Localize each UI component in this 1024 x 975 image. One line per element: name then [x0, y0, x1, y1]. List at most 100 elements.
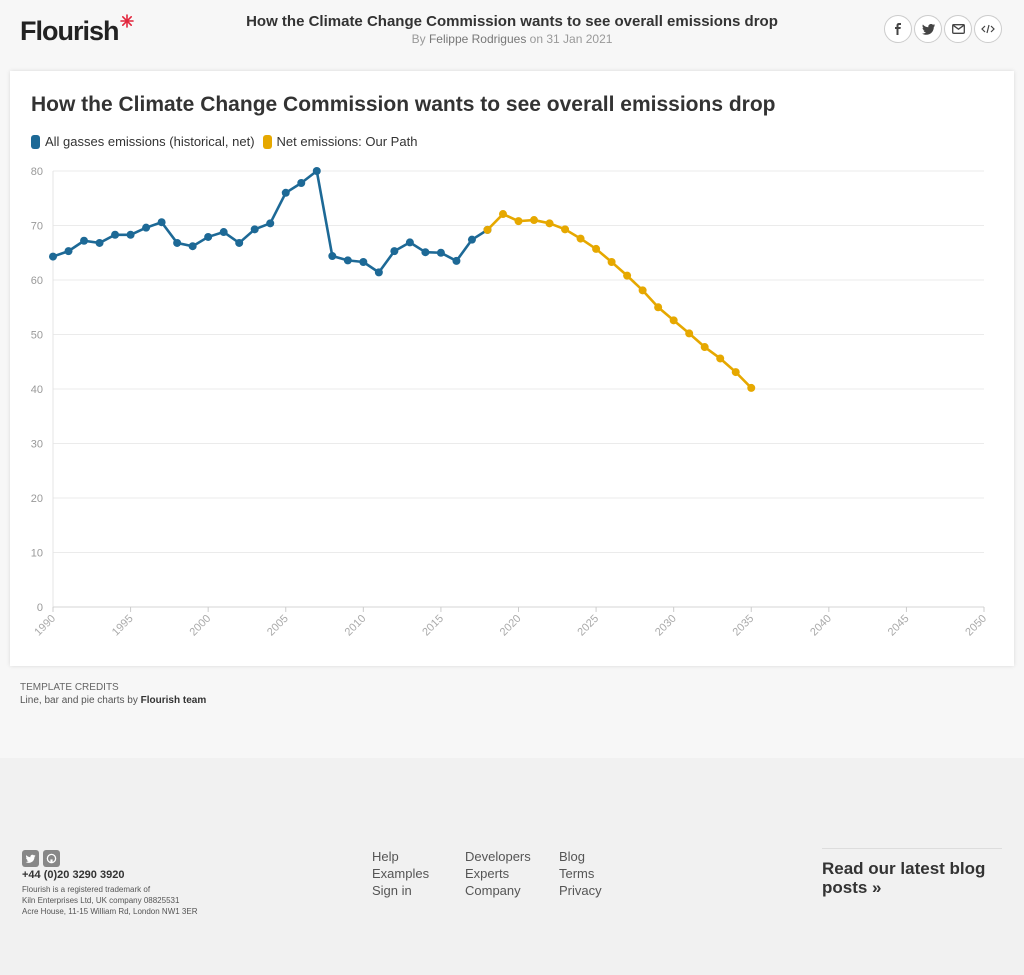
footer-link-blog[interactable]: Blog: [559, 849, 586, 864]
data-point-series-0: [111, 230, 120, 239]
footer-link-developers[interactable]: Developers: [465, 849, 531, 864]
data-point-series-0: [374, 268, 383, 277]
github-icon[interactable]: [43, 850, 60, 867]
data-point-series-1: [498, 210, 507, 219]
y-tick-label: 10: [31, 548, 43, 560]
y-tick-label: 0: [37, 602, 43, 614]
footer-social-icons: [22, 850, 60, 867]
data-point-series-1: [638, 286, 647, 295]
data-point-series-0: [436, 248, 445, 257]
data-point-series-0: [405, 238, 414, 247]
facebook-share-button[interactable]: [884, 15, 912, 43]
data-point-series-1: [576, 234, 585, 243]
x-tick-label: 2020: [498, 613, 524, 639]
footer-link-experts[interactable]: Experts: [465, 866, 510, 881]
y-tick-label: 60: [31, 275, 43, 287]
byline-date: on 31 Jan 2021: [529, 32, 613, 46]
footer-link-privacy[interactable]: Privacy: [559, 883, 602, 898]
data-point-series-0: [188, 242, 197, 251]
credits-heading: Template credits: [20, 682, 119, 693]
data-point-series-0: [142, 223, 151, 232]
footer-link-help[interactable]: Help: [372, 849, 399, 864]
footer-legal-line-1: Flourish is a registered trademark of: [22, 885, 151, 894]
credits-text: Line, bar and pie charts by: [20, 695, 138, 706]
data-point-series-0: [204, 232, 213, 241]
y-tick-label: 20: [31, 493, 43, 505]
y-tick-label: 80: [31, 166, 43, 178]
twitter-share-button[interactable]: [914, 15, 942, 43]
data-point-series-0: [250, 225, 259, 234]
data-point-series-1: [716, 354, 725, 363]
chart-card: 0 10 20 30 40 50 60 70 80 1990 1995 2000 2005 2010 201…: [10, 71, 1014, 666]
email-share-button[interactable]: [944, 15, 972, 43]
y-tick-label: 50: [31, 330, 43, 342]
site-footer: +44 (0)20 3290 3920 Flourish is a regist…: [0, 758, 1024, 975]
legend-swatch-historical: [31, 134, 40, 149]
twitter-glyph: [25, 854, 36, 863]
data-point-series-0: [266, 219, 275, 228]
template-credits: Template credits Line, bar and pie chart…: [20, 682, 206, 706]
footer-legal-line-2: Kiln Enterprises Ltd, UK company 0882553…: [22, 896, 180, 905]
data-point-series-0: [328, 252, 337, 261]
credits-team-link[interactable]: Flourish team: [140, 695, 207, 706]
footer-links-col-2: Developers Experts Company: [465, 848, 531, 899]
data-point-series-1: [623, 271, 632, 280]
x-tick-label: 2005: [265, 613, 291, 639]
legend-label-historical: All gasses emissions (historical, net): [45, 134, 255, 149]
data-point-series-1: [700, 343, 709, 352]
blog-posts-link[interactable]: Read our latest blog posts »: [822, 848, 1002, 897]
footer-link-examples[interactable]: Examples: [372, 866, 430, 881]
credits-line: Line, bar and pie charts by Flourish tea…: [20, 695, 206, 706]
data-point-series-1: [747, 383, 756, 392]
data-point-series-0: [452, 256, 461, 265]
data-point-series-1: [545, 219, 554, 228]
share-buttons: [884, 15, 1002, 43]
data-point-series-0: [467, 235, 476, 244]
footer-link-company[interactable]: Company: [465, 883, 521, 898]
data-point-series-0: [157, 218, 166, 227]
legend-item-our-path[interactable]: Net emissions: Our Path: [262, 134, 418, 149]
x-tick-label: 2010: [343, 613, 369, 639]
legend-label-our-path: Net emissions: Our Path: [276, 134, 418, 149]
x-tick-label: 2000: [187, 613, 213, 639]
data-point-series-0: [312, 167, 321, 175]
embed-icon: [981, 24, 995, 34]
github-glyph: [46, 853, 57, 864]
x-tick-label: 2025: [575, 613, 601, 639]
series-line-1: [486, 212, 753, 390]
embed-share-button[interactable]: [974, 15, 1002, 43]
footer-link-sign-in[interactable]: Sign in: [372, 883, 412, 898]
logo-text: Flourish: [20, 16, 119, 46]
byline: By Felippe Rodrigues on 31 Jan 2021: [0, 32, 1024, 46]
data-point-series-1: [530, 216, 539, 225]
flourish-logo[interactable]: Flourish: [20, 14, 134, 48]
data-point-series-1: [561, 225, 570, 234]
author-link[interactable]: Felippe Rodrigues: [428, 32, 527, 46]
legend-item-historical[interactable]: All gasses emissions (historical, net): [31, 134, 255, 149]
x-tick-label: 1995: [110, 613, 136, 639]
data-point-series-0: [359, 258, 368, 267]
twitter-icon[interactable]: [22, 850, 39, 867]
data-point-series-0: [281, 188, 290, 197]
footer-legal: Flourish is a registered trademark of Ki…: [22, 884, 197, 917]
x-tick-label: 2050: [963, 613, 989, 639]
legend-swatch-our-path: [262, 134, 272, 149]
x-tick-label: 2040: [808, 613, 834, 639]
x-tick-label: 2030: [653, 613, 679, 639]
data-point-series-0: [49, 252, 57, 261]
data-point-series-1: [669, 316, 678, 325]
data-point-series-0: [297, 178, 306, 187]
data-point-series-0: [219, 228, 228, 237]
data-point-series-1: [654, 303, 663, 312]
footer-link-terms[interactable]: Terms: [559, 866, 595, 881]
x-tick-label: 2015: [420, 613, 446, 639]
facebook-icon: [895, 23, 901, 35]
footer-links-col-3: Blog Terms Privacy: [559, 848, 602, 899]
data-point-series-0: [343, 256, 352, 265]
top-bar: Flourish How the Climate Change Commissi…: [0, 0, 1024, 62]
data-point-series-1: [731, 368, 740, 377]
x-tick-label: 2035: [731, 613, 757, 639]
logo-star-icon: [119, 14, 134, 28]
page-title: How the Climate Change Commission wants …: [246, 13, 778, 30]
